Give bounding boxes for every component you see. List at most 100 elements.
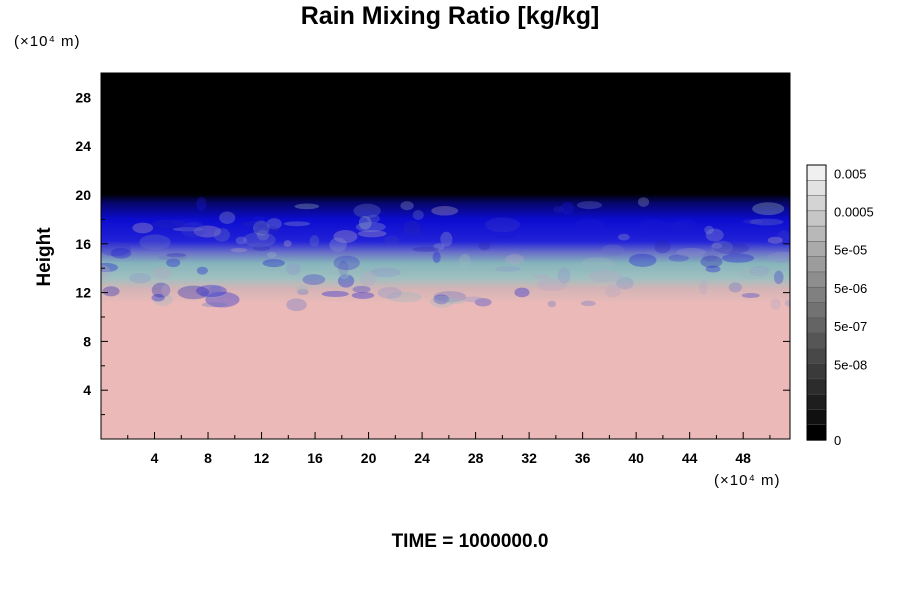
texture-blob <box>637 197 650 207</box>
texture-blob <box>151 293 165 302</box>
y-tick-label: 12 <box>75 285 91 301</box>
texture-blob <box>749 218 784 226</box>
texture-blob <box>446 298 465 305</box>
texture-blob <box>532 274 551 280</box>
texture-blob <box>537 278 568 291</box>
texture-blob <box>351 291 375 299</box>
texture-blob <box>294 203 320 210</box>
texture-blob <box>767 236 783 244</box>
texture-blob <box>253 220 270 236</box>
colorbar-segment <box>806 393 827 411</box>
texture-blob <box>403 220 421 236</box>
texture-blob <box>209 285 222 294</box>
texture-blob <box>337 263 351 280</box>
y-axis-unit: (×10⁴ m) <box>14 33 81 50</box>
texture-blob <box>170 218 204 227</box>
texture-blob <box>283 240 292 247</box>
colorbar-segment <box>806 241 827 258</box>
colorbar-segment <box>806 424 827 441</box>
texture-blob <box>230 247 248 253</box>
texture-blob <box>201 302 228 308</box>
colorbar-segment <box>806 210 827 227</box>
texture-blob <box>514 287 530 298</box>
texture-blob <box>654 239 671 254</box>
texture-blob <box>713 242 750 255</box>
colorbar-segment <box>806 332 827 350</box>
texture-blob <box>412 246 440 252</box>
texture-blob <box>777 230 790 243</box>
texture-blob <box>242 220 270 228</box>
texture-blob <box>432 251 441 263</box>
texture-blob <box>219 211 236 224</box>
x-axis-unit: (×10⁴ m) <box>714 472 781 489</box>
texture-blob <box>588 270 623 283</box>
texture-blob <box>741 293 760 299</box>
heatmap-background <box>101 73 790 439</box>
texture-blob <box>574 218 604 231</box>
texture-blob <box>302 274 326 286</box>
texture-blob <box>151 282 171 298</box>
colorbar-segment <box>806 225 827 243</box>
y-tick-label: 8 <box>83 333 91 349</box>
texture-blob <box>767 251 790 264</box>
texture-blob <box>738 267 772 280</box>
texture-blob <box>205 291 240 308</box>
colorbar-segment <box>806 363 827 380</box>
texture-blob <box>705 228 724 242</box>
texture-blob <box>253 225 280 235</box>
texture-blob <box>195 284 227 297</box>
colorbar-segment <box>806 164 827 182</box>
texture-blob <box>505 253 524 265</box>
texture-blob <box>193 225 222 238</box>
texture-blob <box>668 254 689 262</box>
texture-blob <box>358 216 372 230</box>
texture-blob <box>110 247 132 259</box>
texture-blob <box>102 286 120 297</box>
texture-blob <box>704 225 714 235</box>
texture-blob <box>353 203 381 219</box>
texture-blob <box>196 197 207 211</box>
texture-blob <box>357 230 387 238</box>
texture-blob <box>181 221 206 238</box>
texture-blob <box>139 234 171 250</box>
texture-blob <box>662 221 691 233</box>
texture-blob <box>710 240 734 254</box>
texture-blob <box>433 291 467 303</box>
texture-blob <box>161 284 170 298</box>
texture-blob <box>478 241 491 251</box>
texture-blob <box>166 258 181 268</box>
x-tick-label: 20 <box>361 450 377 466</box>
y-tick-label: 16 <box>75 236 91 252</box>
y-tick-label: 20 <box>75 187 91 203</box>
texture-blob <box>580 300 596 307</box>
texture-blob <box>213 228 230 242</box>
x-tick-label: 16 <box>307 450 323 466</box>
x-tick-label: 24 <box>414 450 430 466</box>
colorbar-segment <box>806 409 827 426</box>
texture-blob <box>366 214 380 223</box>
x-tick-label: 8 <box>204 450 212 466</box>
texture-blob <box>152 219 187 229</box>
colorbar-label: 0.0005 <box>834 204 874 219</box>
texture-blob <box>711 242 723 249</box>
texture-blob <box>377 287 402 299</box>
texture-blob <box>296 284 309 293</box>
texture-blob <box>728 282 742 293</box>
texture-blob <box>297 288 309 296</box>
texture-blob <box>166 253 186 258</box>
texture-blob <box>412 210 424 221</box>
texture-blob <box>462 296 484 303</box>
texture-blob <box>151 267 172 280</box>
y-tick-label: 24 <box>75 138 91 154</box>
texture-blob <box>605 284 621 298</box>
texture-blob <box>285 262 301 276</box>
texture-blob <box>132 222 154 234</box>
texture-blob <box>101 265 111 280</box>
texture-blob <box>196 266 208 275</box>
x-tick-label: 28 <box>468 450 484 466</box>
texture-blob <box>474 298 492 307</box>
texture-blob <box>673 219 698 235</box>
x-tick-label: 40 <box>628 450 644 466</box>
texture-blob <box>309 235 320 247</box>
